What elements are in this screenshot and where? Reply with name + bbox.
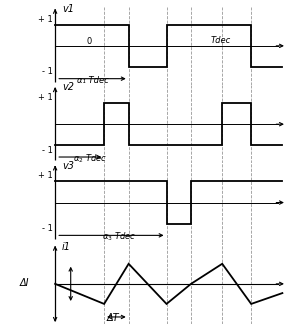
Text: 0: 0 — [86, 37, 91, 46]
Text: - 1: - 1 — [42, 224, 53, 233]
Text: ΔI: ΔI — [19, 278, 29, 288]
Text: + 1: + 1 — [38, 93, 53, 102]
Text: - 1: - 1 — [42, 146, 53, 155]
Text: $\alpha_3$ Tdec: $\alpha_3$ Tdec — [102, 230, 136, 243]
Text: - 1: - 1 — [42, 67, 53, 76]
Text: Tdec: Tdec — [211, 36, 231, 45]
Text: α₁ Tdec: α₁ Tdec — [77, 76, 109, 85]
Text: + 1: + 1 — [38, 171, 53, 180]
Text: v3: v3 — [62, 161, 74, 171]
Text: v1: v1 — [62, 4, 74, 14]
Text: + 1: + 1 — [38, 14, 53, 23]
Text: i1: i1 — [62, 242, 71, 252]
Text: v2: v2 — [62, 82, 74, 92]
Text: ΔT: ΔT — [106, 313, 119, 323]
Text: $\alpha_2$ Tdec: $\alpha_2$ Tdec — [73, 152, 107, 165]
